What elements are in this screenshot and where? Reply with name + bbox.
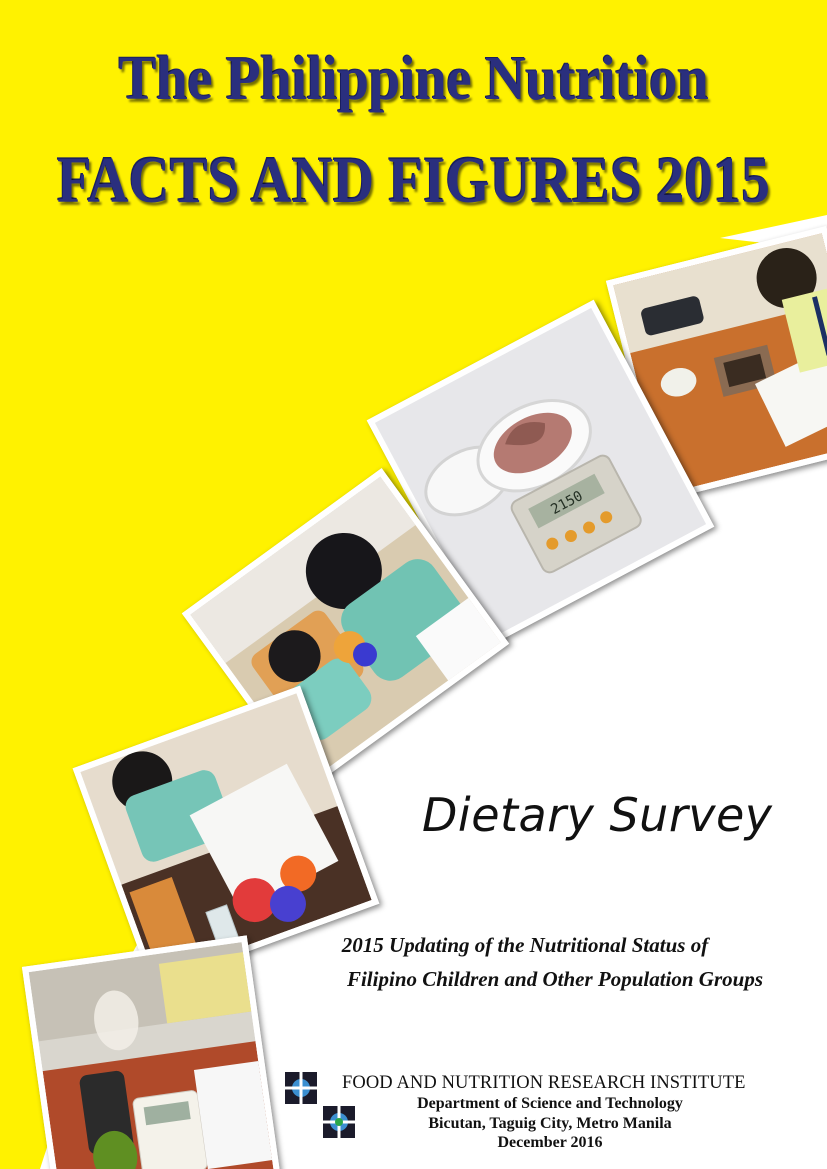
survey-title: Dietary Survey	[422, 788, 773, 842]
photo-hand-scale-illustration	[28, 942, 275, 1169]
photo-food-models-illustration	[80, 693, 372, 979]
logo-block-top-left	[285, 1072, 317, 1104]
publication-date: December 2016	[497, 1134, 603, 1151]
photo-chicken-on-digital-scale: 2150	[366, 299, 715, 648]
institute-name: FOOD AND NUTRITION RESEARCH INSTITUTE	[342, 1073, 746, 1093]
photo-chicken-illustration: 2150	[374, 307, 707, 640]
photo-researcher-recording-weights	[605, 225, 827, 502]
title-line-1: The Philippine Nutrition	[118, 43, 709, 114]
photo-measuring-cup-at-table	[72, 685, 380, 987]
institute-address: Bicutan, Taguig City, Metro Manila	[428, 1115, 672, 1132]
subtitle-line-1: 2015 Updating of the Nutritional Status …	[341, 933, 709, 957]
photo-weighing-food-on-scale	[21, 935, 282, 1169]
department-name: Department of Science and Technology	[417, 1095, 683, 1112]
title-line-2: FACTS AND FIGURES 2015	[56, 144, 771, 217]
logo-block-bottom-right	[323, 1106, 355, 1138]
fnri-logo-icon	[285, 1072, 355, 1138]
subtitle-line-2: Filipino Children and Other Population G…	[346, 967, 764, 991]
photo-researcher-illustration	[613, 233, 827, 494]
